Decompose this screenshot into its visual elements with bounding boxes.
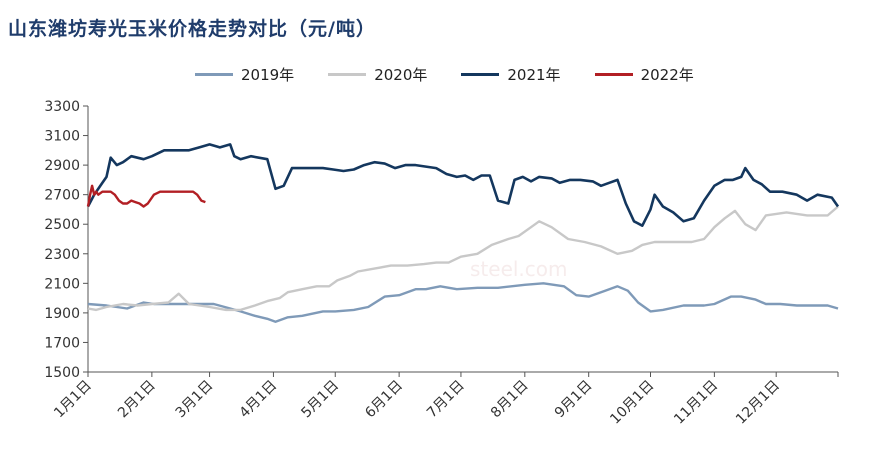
legend-swatch-2020 — [328, 73, 367, 76]
y-tick-label: 3300 — [44, 99, 80, 115]
x-tick-label: 4月1日 — [237, 378, 281, 422]
y-tick-label: 2300 — [44, 247, 80, 263]
y-tick-label: 1700 — [44, 335, 80, 351]
chart-title: 山东潍坊寿光玉米价格走势对比（元/吨） — [8, 18, 376, 40]
x-tick-label: 10月1日 — [607, 378, 657, 428]
x-tick-label: 8月1日 — [488, 378, 532, 422]
series-line-2022 — [86, 184, 206, 208]
legend-swatch-2019 — [195, 73, 233, 76]
chart-legend: 2019年 2020年 2021年 2022年 — [195, 64, 694, 85]
y-tick-label: 2100 — [44, 276, 80, 292]
x-tick-label: 6月1日 — [362, 378, 406, 422]
legend-label-2020: 2020年 — [374, 66, 428, 84]
y-tick-label: 2500 — [44, 217, 80, 233]
legend-label-2021: 2021年 — [507, 66, 561, 84]
legend-item-2022: 2022年 — [594, 64, 694, 85]
y-tick-label: 1900 — [44, 306, 80, 322]
x-tick-label: 12月1日 — [733, 378, 783, 428]
legend-item-2019: 2019年 — [195, 64, 294, 85]
legend-swatch-2022 — [594, 73, 633, 76]
x-tick-label: 7月1日 — [424, 378, 468, 422]
legend-item-2020: 2020年 — [328, 64, 427, 85]
legend-label-2022: 2022年 — [640, 66, 694, 84]
legend-swatch-2021 — [461, 73, 500, 76]
x-tick-label: 3月1日 — [173, 378, 217, 422]
series-line-2021 — [86, 143, 840, 227]
legend-item-2021: 2021年 — [461, 64, 561, 85]
x-tick-label: 11月1日 — [671, 378, 721, 428]
series-line-2019 — [87, 282, 839, 323]
series-line-2020 — [87, 205, 839, 312]
y-tick-label: 3100 — [44, 129, 80, 145]
x-tick-label: 1月1日 — [51, 378, 95, 422]
chart-series-lines — [86, 143, 840, 323]
x-tick-label: 2月1日 — [115, 378, 159, 422]
x-tick-label: 9月1日 — [552, 378, 596, 422]
x-tick-label: 5月1日 — [298, 378, 342, 422]
watermark-text: steel.com — [470, 257, 568, 281]
y-tick-label: 1500 — [44, 365, 80, 381]
y-tick-label: 2700 — [44, 188, 80, 204]
legend-label-2019: 2019年 — [241, 66, 295, 84]
y-tick-label: 2900 — [44, 158, 80, 174]
